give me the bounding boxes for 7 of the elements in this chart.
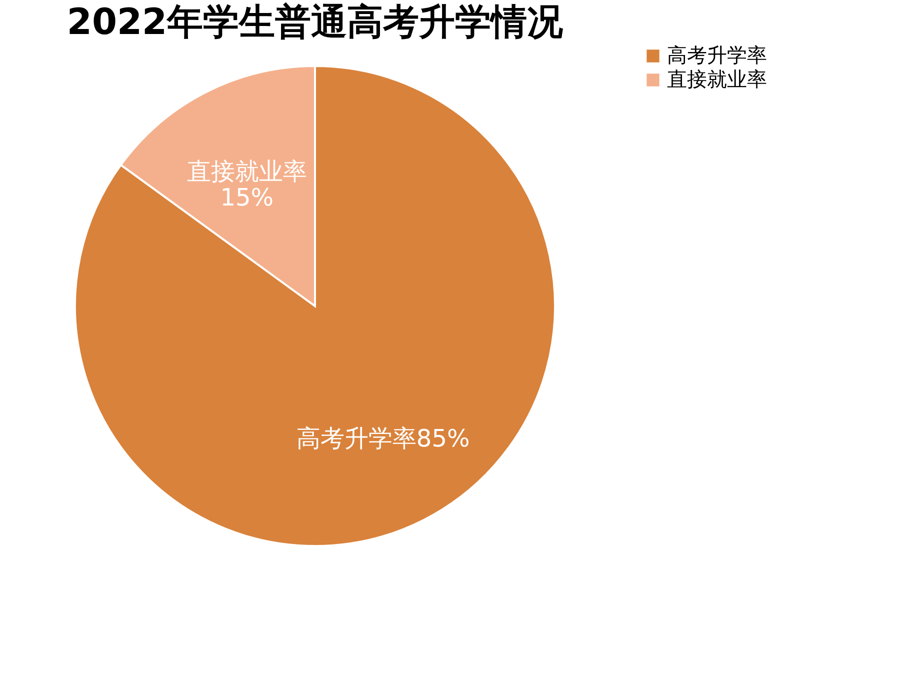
category-label: 高考升学率85% [296, 424, 470, 453]
legend-label: 高考升学率 [667, 43, 767, 67]
pie-slice [74, 65, 556, 547]
chart-title: 2022年学生普通高考升学情况 [66, 2, 564, 43]
data-label: 15% [220, 183, 274, 212]
legend-label: 直接就业率 [667, 67, 767, 91]
slice-label: 直接就业率 [186, 157, 307, 186]
